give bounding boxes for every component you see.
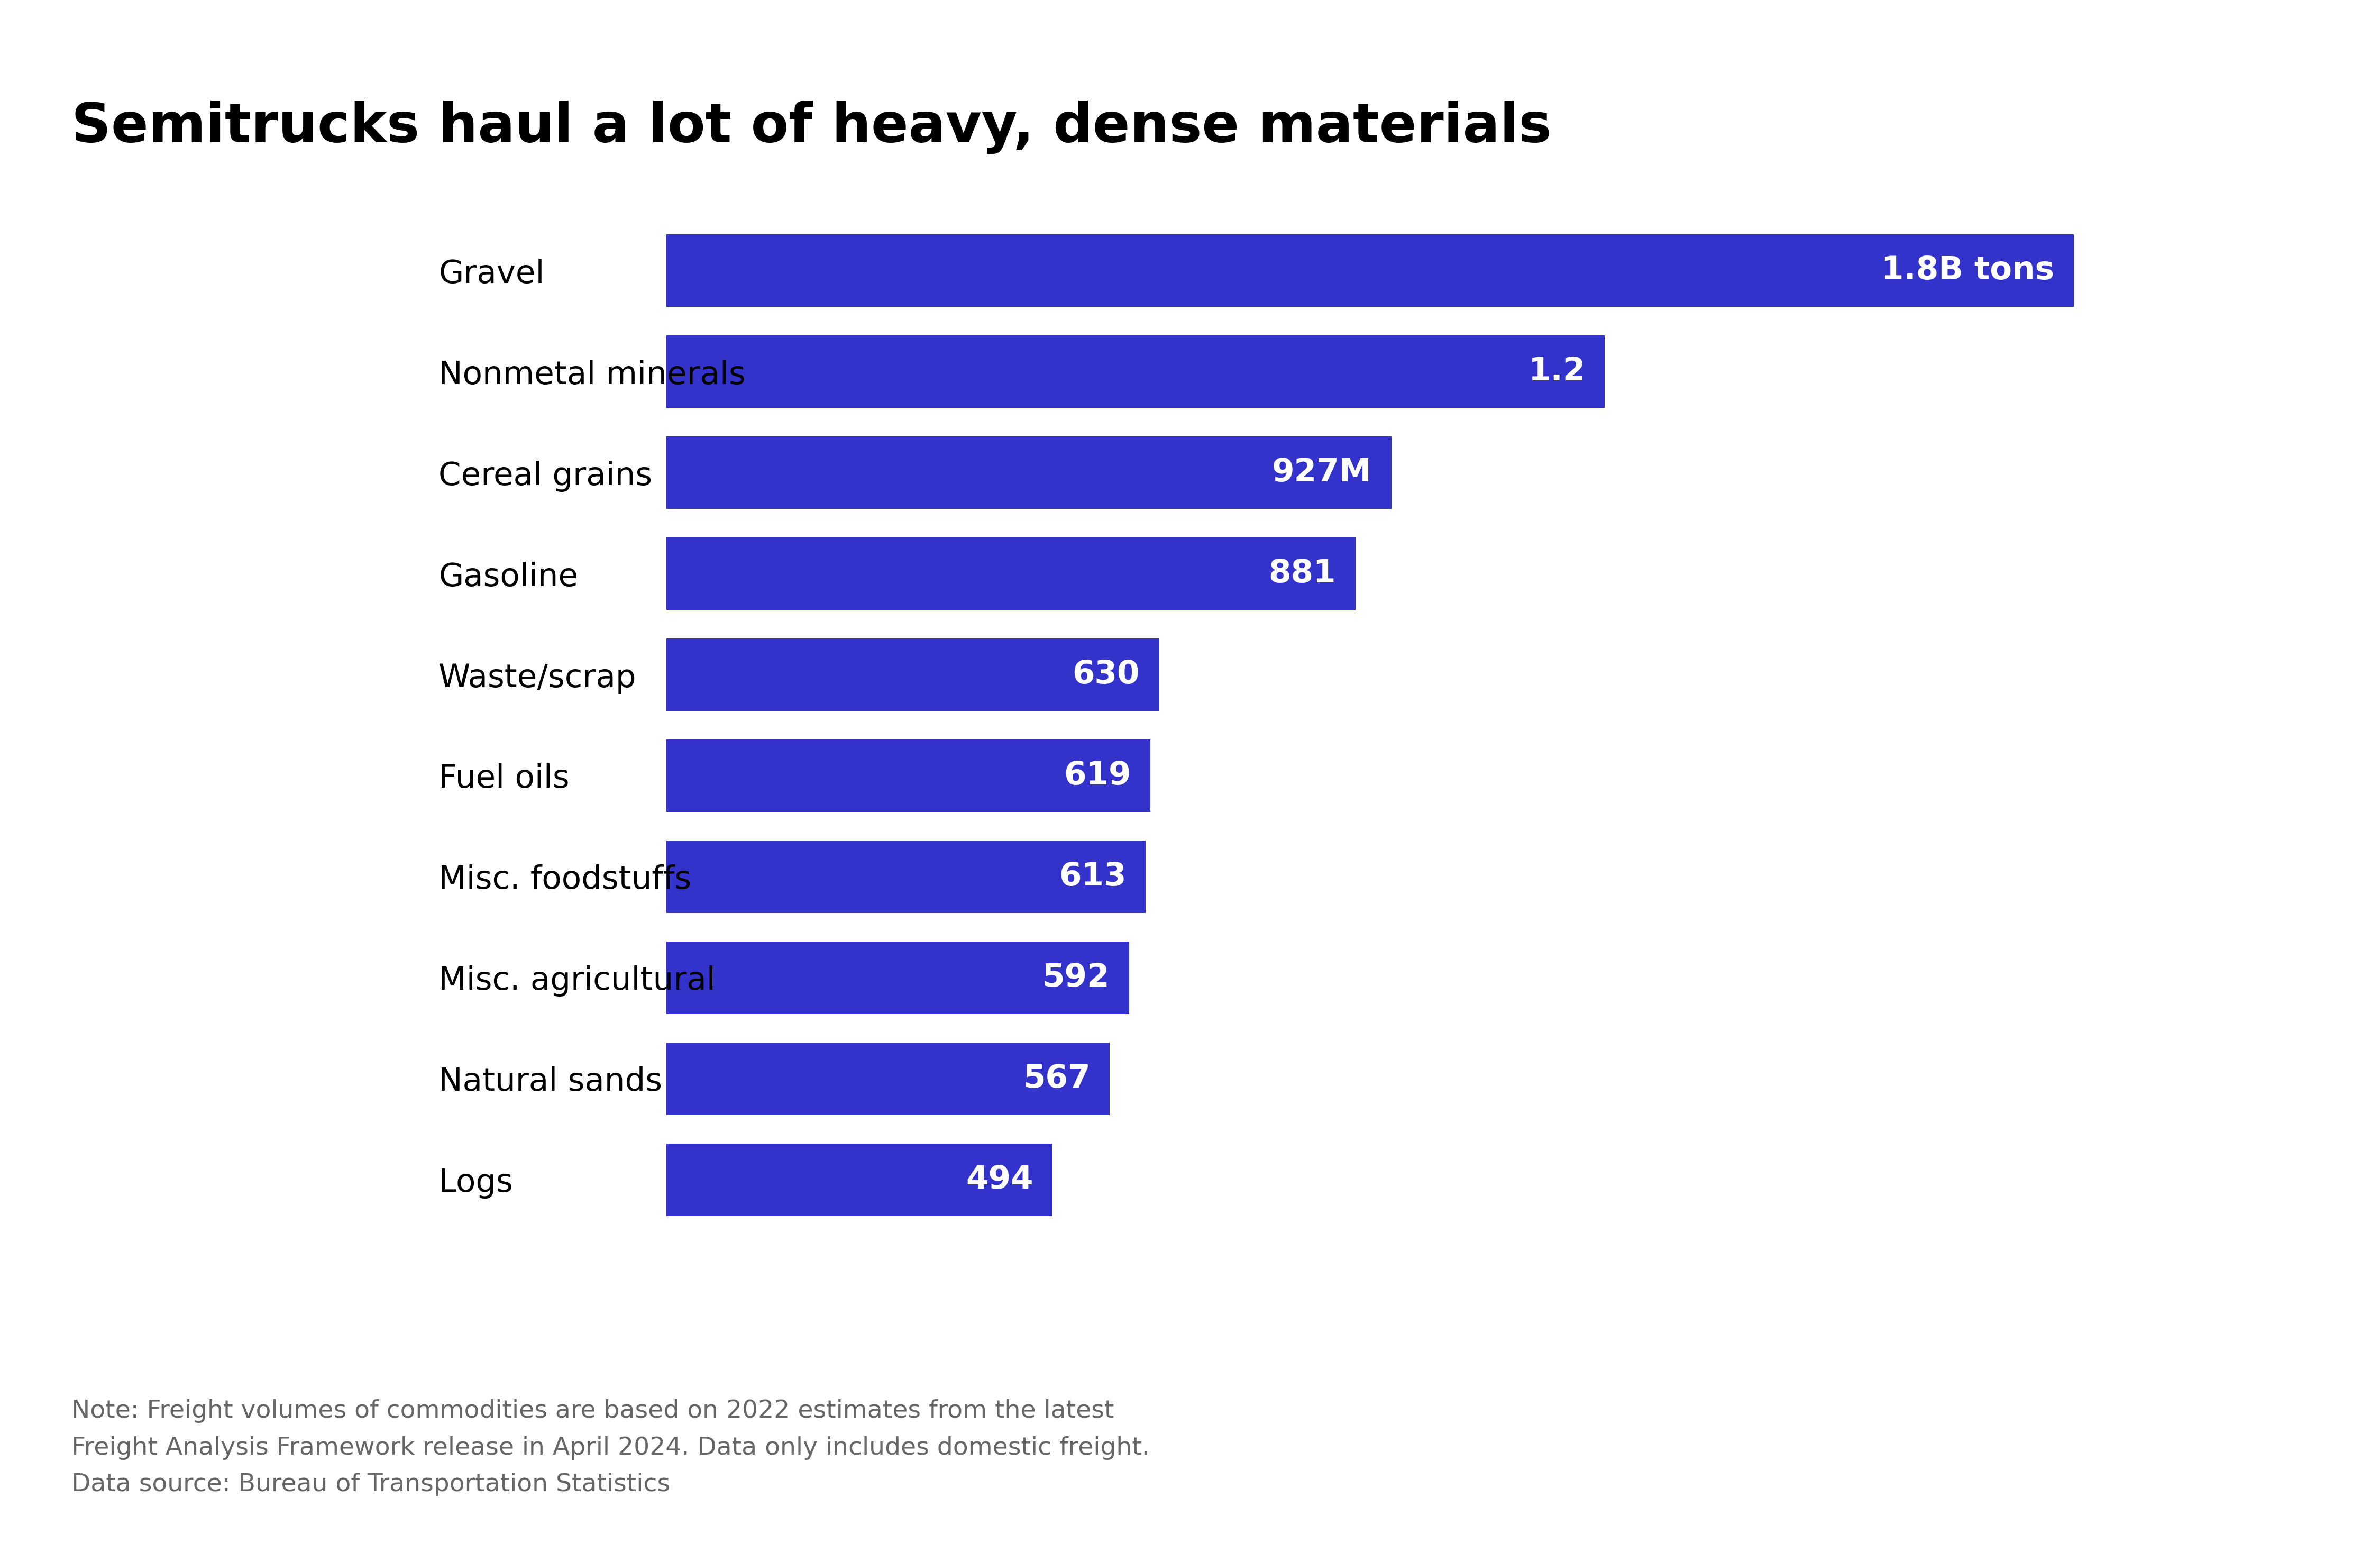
Text: 567: 567 (1023, 1063, 1090, 1094)
Bar (666, 1043, 1109, 1116)
Text: 613: 613 (1059, 861, 1126, 892)
Text: 494: 494 (966, 1163, 1033, 1196)
Text: 1.2: 1.2 (1528, 356, 1585, 387)
Bar (666, 841, 1145, 913)
Text: Note: Freight volumes of commodities are based on 2022 estimates from the latest: Note: Freight volumes of commodities are… (71, 1400, 1150, 1497)
Text: 1.8B tons: 1.8B tons (1883, 255, 2054, 287)
Bar (666, 1143, 1052, 1216)
Bar (666, 437, 1392, 509)
Bar (666, 739, 1150, 812)
Text: 592: 592 (1042, 963, 1109, 994)
Text: 630: 630 (1071, 659, 1140, 690)
Text: 881: 881 (1269, 559, 1335, 589)
Bar (666, 335, 1604, 407)
Bar (666, 537, 1354, 609)
Text: Semitrucks haul a lot of heavy, dense materials: Semitrucks haul a lot of heavy, dense ma… (71, 100, 1552, 154)
Bar (666, 235, 2073, 307)
Text: 927M: 927M (1271, 457, 1371, 488)
Bar (666, 639, 1159, 711)
Bar (666, 941, 1130, 1014)
Text: 619: 619 (1064, 761, 1130, 792)
